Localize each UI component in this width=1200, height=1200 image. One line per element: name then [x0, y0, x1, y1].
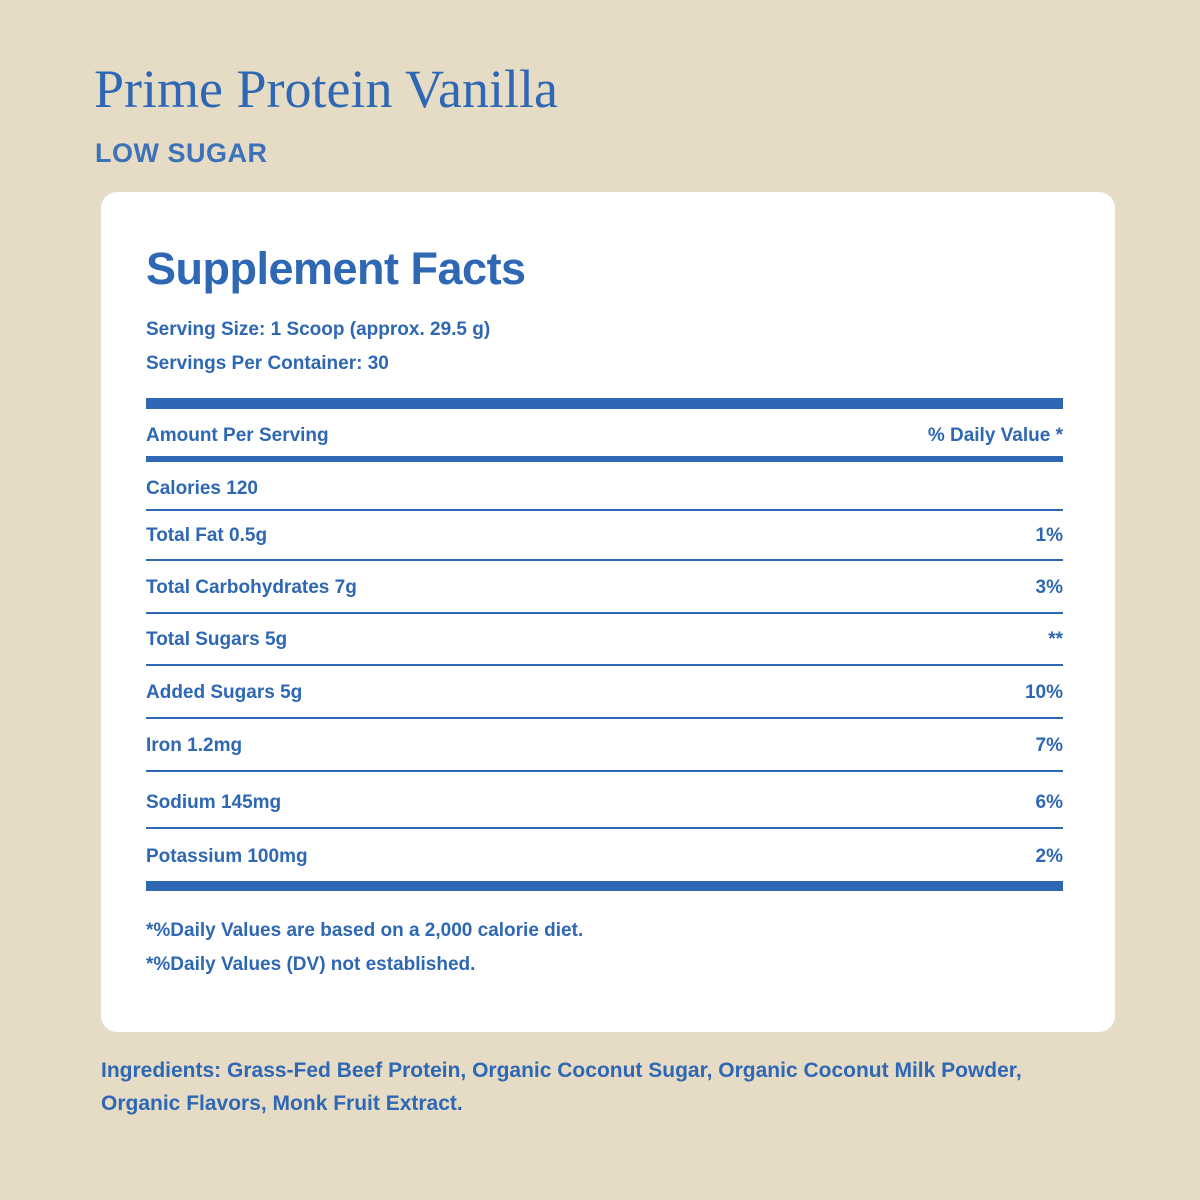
daily-value: 1%: [1035, 525, 1063, 546]
product-title: Prime Protein Vanilla: [94, 59, 558, 119]
nutrient-label: Total Fat 0.5g: [146, 525, 268, 546]
row-rule: [146, 827, 1063, 829]
column-right: % Daily Value *: [927, 425, 1063, 446]
nutrient-label: Total Sugars 5g: [146, 629, 288, 650]
thick-rule: [146, 398, 1063, 409]
row-rule: [146, 770, 1063, 772]
facts-title: Supplement Facts: [146, 243, 526, 294]
column-left: Amount Per Serving: [146, 425, 329, 446]
footnote: *%Daily Values are based on a 2,000 calo…: [146, 920, 584, 941]
row-rule: [146, 717, 1063, 719]
daily-value: 2%: [1035, 846, 1063, 867]
serving-size: Serving Size: 1 Scoop (approx. 29.5 g): [146, 319, 491, 340]
nutrient-label: Sodium 145mg: [146, 792, 282, 813]
nutrient-label: Iron 1.2mg: [146, 735, 243, 756]
nutrient-label: Total Carbohydrates 7g: [146, 577, 357, 598]
row-rule: [146, 509, 1063, 511]
row-rule: [146, 612, 1063, 614]
nutrient-label: Calories 120: [146, 478, 258, 499]
servings-per-container: Servings Per Container: 30: [146, 353, 389, 374]
nutrient-label: Added Sugars 5g: [146, 682, 303, 703]
row-rule: [146, 664, 1063, 666]
daily-value: 3%: [1035, 577, 1063, 598]
daily-value: 10%: [1024, 682, 1063, 703]
daily-value: 6%: [1035, 792, 1063, 813]
daily-value: 7%: [1035, 735, 1063, 756]
thick-rule: [146, 881, 1063, 891]
ingredients: Ingredients: Grass-Fed Beef Protein, Org…: [101, 1059, 1022, 1115]
nutrient-label: Potassium 100mg: [146, 846, 308, 867]
footnote: *%Daily Values (DV) not established.: [146, 954, 476, 975]
row-rule: [146, 559, 1063, 561]
product-subtitle: LOW SUGAR: [95, 138, 268, 168]
daily-value: **: [1048, 629, 1063, 650]
medium-rule: [146, 456, 1063, 462]
